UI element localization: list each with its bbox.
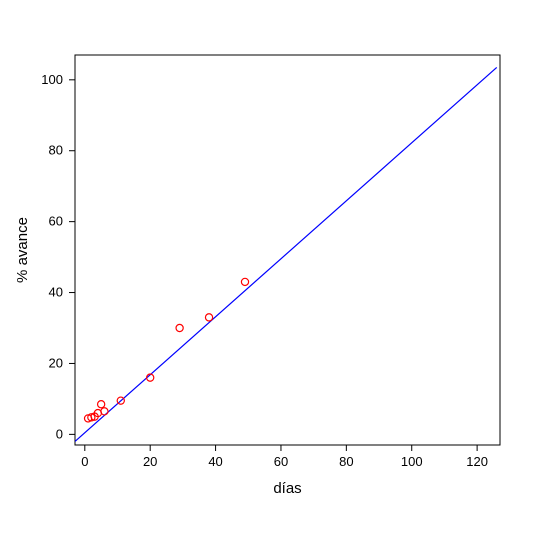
data-point <box>101 408 108 415</box>
y-tick-label: 0 <box>56 426 63 441</box>
data-point <box>241 278 248 285</box>
x-tick-label: 20 <box>143 454 157 469</box>
data-point <box>98 401 105 408</box>
x-tick-label: 60 <box>274 454 288 469</box>
scatter-chart: 0 20 40 60 80 100 120 0 20 40 60 80 100 días % avance <box>0 0 543 543</box>
y-tick-label: 20 <box>49 355 63 370</box>
data-point <box>176 324 183 331</box>
y-tick-label: 60 <box>49 214 63 229</box>
x-tick-label: 100 <box>401 454 423 469</box>
y-tick-label: 100 <box>41 72 63 87</box>
x-tick-label: 120 <box>466 454 488 469</box>
plot-box <box>75 55 500 445</box>
x-tick-label: 40 <box>208 454 222 469</box>
data-point <box>205 314 212 321</box>
x-tick-label: 80 <box>339 454 353 469</box>
y-tick-label: 40 <box>49 285 63 300</box>
regression-line <box>75 67 497 441</box>
y-tick-label: 80 <box>49 143 63 158</box>
x-tick-label: 0 <box>81 454 88 469</box>
x-axis-label: días <box>273 480 301 497</box>
y-axis-label: % avance <box>14 217 31 283</box>
